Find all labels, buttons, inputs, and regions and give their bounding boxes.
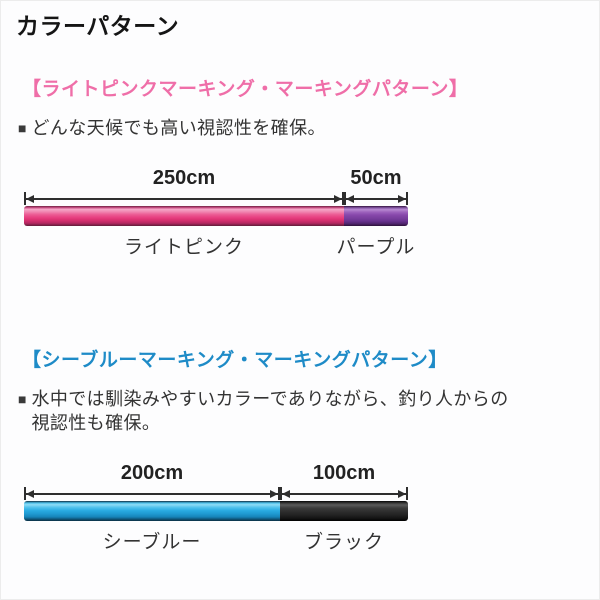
bullet-square-icon: ■ <box>18 120 27 136</box>
arrow-line <box>345 197 406 200</box>
bar-segment-purple <box>343 206 408 226</box>
arrow-head-right-icon <box>397 489 406 498</box>
arrow-head-left-icon <box>26 194 34 203</box>
segment-name-label: ブラック <box>303 531 384 553</box>
line-bar <box>24 501 408 521</box>
arrow-head-left-icon <box>345 194 354 203</box>
section-heading-light-pink: 【ライトピンクマーキング・マーキングパターン】 <box>22 79 469 100</box>
segment-name-label: パープル <box>336 236 416 258</box>
bullet-square-icon: ■ <box>18 391 27 407</box>
dimension-arrow <box>343 192 408 205</box>
arrow-head-left-icon <box>26 489 34 498</box>
segment-length-label: 100cm <box>312 462 376 484</box>
segment-name-row: シーブルー ブラック <box>24 528 408 553</box>
segment-length-label: 200cm <box>120 462 184 484</box>
arrow-line <box>26 197 342 200</box>
arrow-end-tick <box>343 192 346 205</box>
segment-length-label: 50cm <box>350 167 402 189</box>
arrow-head-right-icon <box>333 194 342 203</box>
segment-name-row: ライトピンク パープル <box>24 233 416 258</box>
arrow-head-right-icon <box>270 489 278 498</box>
dimension-arrow <box>24 192 344 205</box>
arrow-head-left-icon <box>282 489 290 498</box>
arrow-line <box>282 492 406 495</box>
arrow-end-tick <box>24 487 26 500</box>
bar-segment-light-pink <box>24 206 344 226</box>
section-sea-blue-marking: 【シーブルーマーキング・マーキングパターン】 ■ 水中では馴染みやすいカラーであ… <box>16 349 584 553</box>
section-light-pink-marking: 【ライトピンクマーキング・マーキングパターン】 ■ どんな天候でも高い視認性を確… <box>16 78 584 258</box>
dimension-arrow-row <box>24 192 408 205</box>
dimension-arrow <box>280 487 408 500</box>
segment-name-label: シーブルー <box>102 531 202 553</box>
segment-length-row: 250cm 50cm <box>24 166 408 190</box>
segment-name-label: ライトピンク <box>123 236 244 258</box>
bullet-item: ■ 水中では馴染みやすいカラーでありながら、釣り人からの視認性も確保。 <box>18 387 584 435</box>
page-title: カラーパターン <box>16 13 180 39</box>
arrow-end-tick <box>278 487 280 500</box>
dimension-arrow <box>24 487 280 500</box>
arrow-end-tick <box>405 487 408 500</box>
arrow-end-tick <box>341 192 344 205</box>
bar-segment-black <box>280 501 408 521</box>
dimension-arrow-row <box>24 487 408 500</box>
arrow-end-tick <box>405 192 408 205</box>
segment-length-row: 200cm 100cm <box>24 461 408 485</box>
arrow-end-tick <box>280 487 282 500</box>
bullet-text: 水中では馴染みやすいカラーでありながら、釣り人からの視認性も確保。 <box>31 389 509 433</box>
arrow-head-right-icon <box>397 194 406 203</box>
bullet-item: ■ どんな天候でも高い視認性を確保。 <box>18 116 584 140</box>
line-length-diagram-sea-blue: 200cm 100cm シーブルー ブラック <box>24 461 408 553</box>
segment-length-label: 250cm <box>152 167 216 189</box>
section-heading-sea-blue: 【シーブルーマーキング・マーキングパターン】 <box>22 350 448 371</box>
page: カラーパターン 【ライトピンクマーキング・マーキングパターン】 ■ どんな天候で… <box>16 13 584 553</box>
bullet-text: どんな天候でも高い視認性を確保。 <box>31 118 326 138</box>
line-bar <box>24 206 408 226</box>
arrow-end-tick <box>24 192 26 205</box>
line-length-diagram-light-pink: 250cm 50cm ライトピンク パープル <box>24 166 416 258</box>
arrow-line <box>26 492 278 495</box>
bar-segment-sea-blue <box>24 501 280 521</box>
